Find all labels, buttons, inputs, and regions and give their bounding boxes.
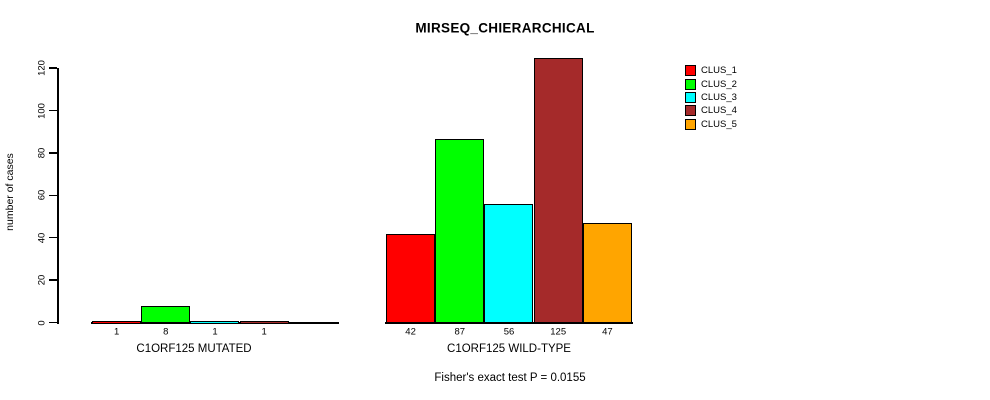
x-axis-group-label: C1ORF125 WILD-TYPE	[447, 343, 571, 355]
bar-value-label: 125	[550, 326, 567, 338]
legend-swatch	[685, 105, 696, 117]
legend-item: CLUS_2	[685, 77, 737, 90]
y-axis-tick	[49, 194, 57, 197]
x-axis-group-label: C1ORF125 MUTATED	[136, 343, 252, 355]
y-axis-tick	[49, 279, 57, 281]
legend-label: CLUS_5	[701, 118, 737, 130]
bar-value-label: 47	[602, 326, 613, 338]
y-axis-tick-label: 0	[36, 319, 48, 326]
bar-clus_5	[583, 222, 632, 323]
footnote-text: Fisher's exact test P = 0.0155	[434, 372, 586, 384]
legend-label: CLUS_3	[701, 91, 737, 103]
bar-value-label: 8	[163, 326, 169, 338]
bar-value-label: 56	[503, 326, 515, 338]
legend-label: CLUS_2	[701, 78, 737, 90]
y-axis-tick-label: 40	[36, 232, 48, 243]
bar-clus_2	[141, 305, 190, 323]
bar-clus_3	[484, 203, 533, 323]
bar-clus_4	[534, 57, 583, 323]
y-axis-tick-label: 20	[36, 274, 48, 286]
y-axis-label: number of cases	[4, 153, 16, 231]
bar-value-label: 1	[212, 326, 218, 338]
y-axis-tick	[49, 321, 57, 324]
legend-item: CLUS_3	[685, 91, 737, 104]
bar-clus_1	[386, 233, 435, 323]
legend-swatch	[685, 78, 696, 90]
legend: CLUS_1 CLUS_2 CLUS_3 CLUS_4 CLUS_5	[685, 64, 737, 131]
y-axis-tick	[49, 67, 57, 69]
legend-label: CLUS_4	[701, 105, 737, 117]
y-axis-tick-label: 60	[36, 190, 48, 201]
bar-clus_2	[435, 138, 484, 323]
bar-value-label: 1	[261, 326, 267, 338]
legend-item: CLUS_1	[685, 64, 737, 77]
legend-swatch	[685, 91, 696, 103]
x-axis-baseline	[385, 321, 633, 324]
bar-clus_1	[92, 320, 141, 324]
legend-item: CLUS_5	[685, 118, 737, 131]
y-axis-tick	[49, 109, 57, 112]
y-axis-tick-label: 100	[36, 102, 48, 119]
bar-value-label: 87	[454, 326, 466, 338]
legend-swatch	[685, 65, 696, 77]
y-axis-tick-label: 120	[36, 60, 48, 77]
y-axis-tick	[49, 152, 57, 154]
y-axis-tick	[49, 236, 57, 239]
bar-clus_4	[240, 320, 289, 324]
y-axis-tick-label: 80	[36, 147, 48, 159]
legend-label: CLUS_1	[701, 65, 737, 77]
chart-title: MIRSEQ_CHIERARCHICAL	[415, 20, 595, 36]
legend-item: CLUS_4	[685, 104, 737, 117]
bar-value-label: 42	[405, 326, 416, 338]
legend-swatch	[685, 118, 696, 130]
bar-value-label: 1	[113, 326, 120, 338]
bar-clus_3	[190, 320, 239, 324]
y-axis-line	[57, 68, 59, 324]
